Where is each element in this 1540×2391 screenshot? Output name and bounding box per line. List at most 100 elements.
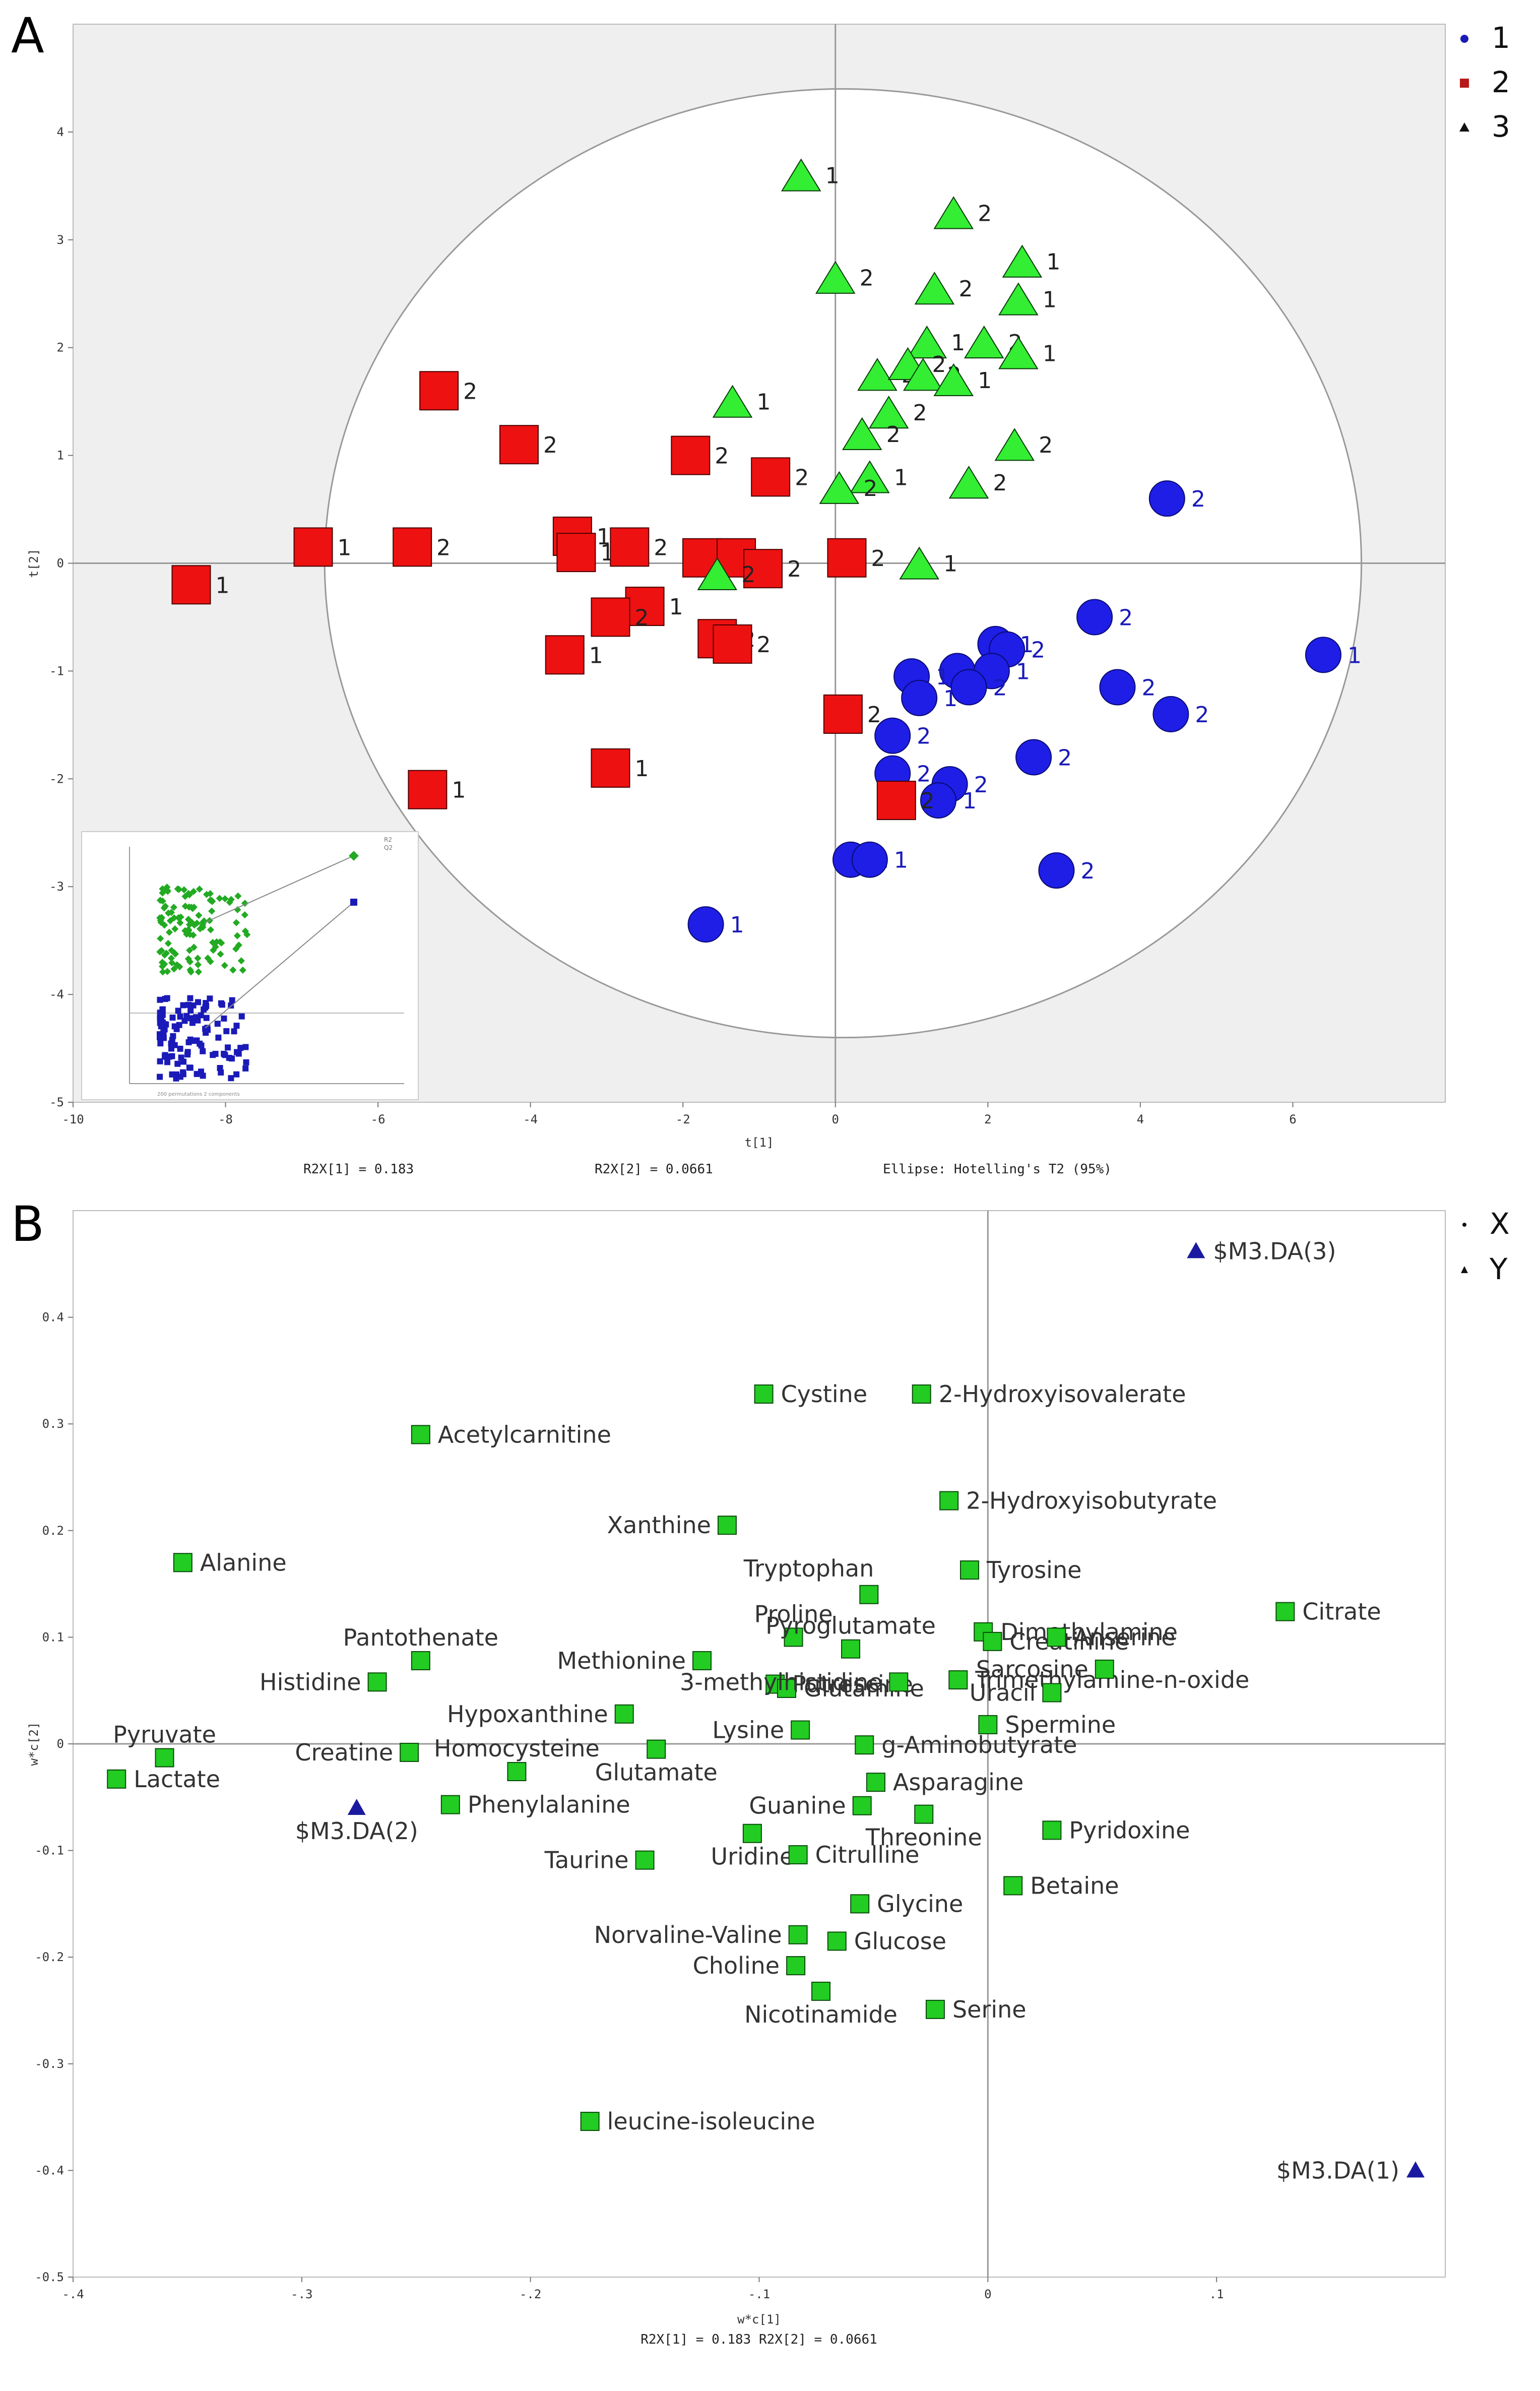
variable-label: Dimethylamine: [1000, 1618, 1178, 1646]
point-label: 1: [943, 551, 957, 577]
x-tick-label: 2: [984, 1112, 991, 1126]
score-plot-x-label: t[1]: [745, 1136, 774, 1150]
variable-point: [811, 1981, 831, 2001]
variable-point: [889, 1672, 909, 1692]
inset-q2-point: [170, 1033, 176, 1039]
y-tick-label: 4: [57, 125, 64, 139]
variable-point: [1003, 1876, 1023, 1896]
variable-point: [777, 1678, 796, 1698]
point-label: 1: [215, 573, 229, 598]
inset-r2-point: [203, 891, 211, 898]
inset-r2-point: [239, 966, 246, 974]
inset-q2-point: [233, 1071, 240, 1078]
inset-r2-point: [196, 886, 203, 893]
variable-label: Lysine: [712, 1716, 784, 1743]
point-label: 1: [962, 788, 977, 814]
variable-label: Pyruvate: [113, 1721, 216, 1748]
inset-q2-point: [215, 1034, 222, 1041]
score-plot-points: 2122212112112222111211122211222122212122…: [171, 158, 1362, 943]
point-label: 2: [757, 632, 771, 658]
inset-r2-point: [171, 925, 179, 933]
inset-q2-point: [173, 1026, 180, 1032]
inset-q2-point: [177, 1045, 183, 1052]
point-label: 2: [913, 400, 927, 426]
variable-label: Glucose: [854, 1927, 946, 1955]
variable-point: [507, 1762, 527, 1782]
inset-q2-point: [175, 1008, 181, 1014]
variable-label: Threonine: [865, 1824, 982, 1851]
inset-q2-point: [181, 1018, 188, 1024]
variable-point: [1095, 1659, 1114, 1679]
inset-r2-point: [232, 945, 240, 953]
variable-label: Lactate: [134, 1766, 220, 1793]
variable-label: Glutamate: [595, 1759, 718, 1786]
inset-r2-point: [213, 938, 221, 946]
inset-r2-point: [165, 909, 172, 917]
inset-q2-point: [203, 1015, 210, 1021]
variable-label: Serine: [952, 1996, 1026, 2023]
group-3-point: [819, 471, 860, 504]
point-label: 2: [1191, 486, 1205, 512]
point-label: 1: [894, 465, 908, 490]
y-tick-label: -5: [49, 1095, 64, 1109]
inset-r2-point: [195, 968, 203, 976]
loading-plot-axes: [73, 1211, 1445, 2277]
variable-label: Uridine: [711, 1843, 794, 1870]
inset-r2-point: [234, 906, 241, 914]
inset-q2-point: [235, 1050, 242, 1057]
group-2-point: [591, 748, 630, 788]
y-tick-label: -2: [49, 772, 64, 786]
inset-r2-point: [164, 968, 171, 975]
variable-label: leucine-isoleucine: [607, 2108, 815, 2135]
inset-q2-point: [192, 1014, 199, 1021]
group-2-point: [393, 527, 432, 567]
point-label: 2: [1031, 638, 1045, 663]
inset-r2-point: [186, 930, 194, 938]
loading-plot-points: Cystine 2-Hydroxyisovalerate Acetylcarniti…: [107, 1237, 1425, 2184]
inset-r2-point: [175, 886, 183, 893]
group-3-point: [868, 395, 909, 429]
variable-label: Spermine: [1005, 1711, 1116, 1738]
inset-r2-point: [163, 884, 171, 891]
point-label: 2: [1119, 605, 1133, 631]
inset-r2-point: [165, 928, 173, 936]
point-label: 1: [943, 686, 957, 712]
variable-point: [784, 1627, 803, 1647]
x-tick-label: -8: [218, 1112, 233, 1126]
inset-r2-point: [185, 890, 192, 897]
variable-point: [580, 2112, 600, 2131]
point-label: 1: [936, 664, 950, 690]
inset-q2-point: [168, 1040, 174, 1047]
inset-r2-point: [170, 914, 178, 922]
inset-r2-point: [241, 927, 249, 935]
x-tick-label: -4: [523, 1112, 538, 1126]
inset-r2-point: [161, 960, 168, 968]
variable-label: Anserine: [1073, 1623, 1175, 1651]
variable-label: Histidine: [260, 1668, 361, 1695]
group-1-point: [1152, 696, 1189, 732]
y-tick-label: 1: [57, 449, 64, 463]
inset-q2-point: [157, 1010, 163, 1016]
inset-q2-point: [164, 1059, 171, 1065]
group-3-point: [903, 358, 943, 391]
inset-q2-point: [200, 1048, 206, 1054]
loading-r2x-label: R2X[1] = 0.183 R2X[2] = 0.0661: [640, 2332, 877, 2347]
variable-label: Nicotinamide: [744, 2001, 897, 2028]
variable-point: [827, 1931, 847, 1951]
inset-r2-point: [186, 947, 194, 954]
point-label: 2: [917, 762, 931, 787]
score-legend: 1 2 3: [1459, 21, 1510, 144]
inset-q2-point: [184, 1051, 191, 1058]
inset-r2-point: [190, 921, 198, 929]
variable-label: g-Aminobutyrate: [881, 1731, 1077, 1758]
variable-label: Phenylalanine: [468, 1791, 630, 1818]
y-tick-label: 0.3: [42, 1417, 64, 1431]
score-plot-y-label: t[2]: [27, 549, 41, 578]
variable-point: [983, 1631, 1002, 1651]
point-label: 2: [1039, 432, 1053, 458]
inset-r2-point: [241, 911, 248, 919]
point-label: 1: [730, 912, 744, 938]
group-2-point: [556, 533, 596, 573]
group-1-point: [950, 669, 987, 706]
point-label: 1: [1016, 659, 1030, 684]
